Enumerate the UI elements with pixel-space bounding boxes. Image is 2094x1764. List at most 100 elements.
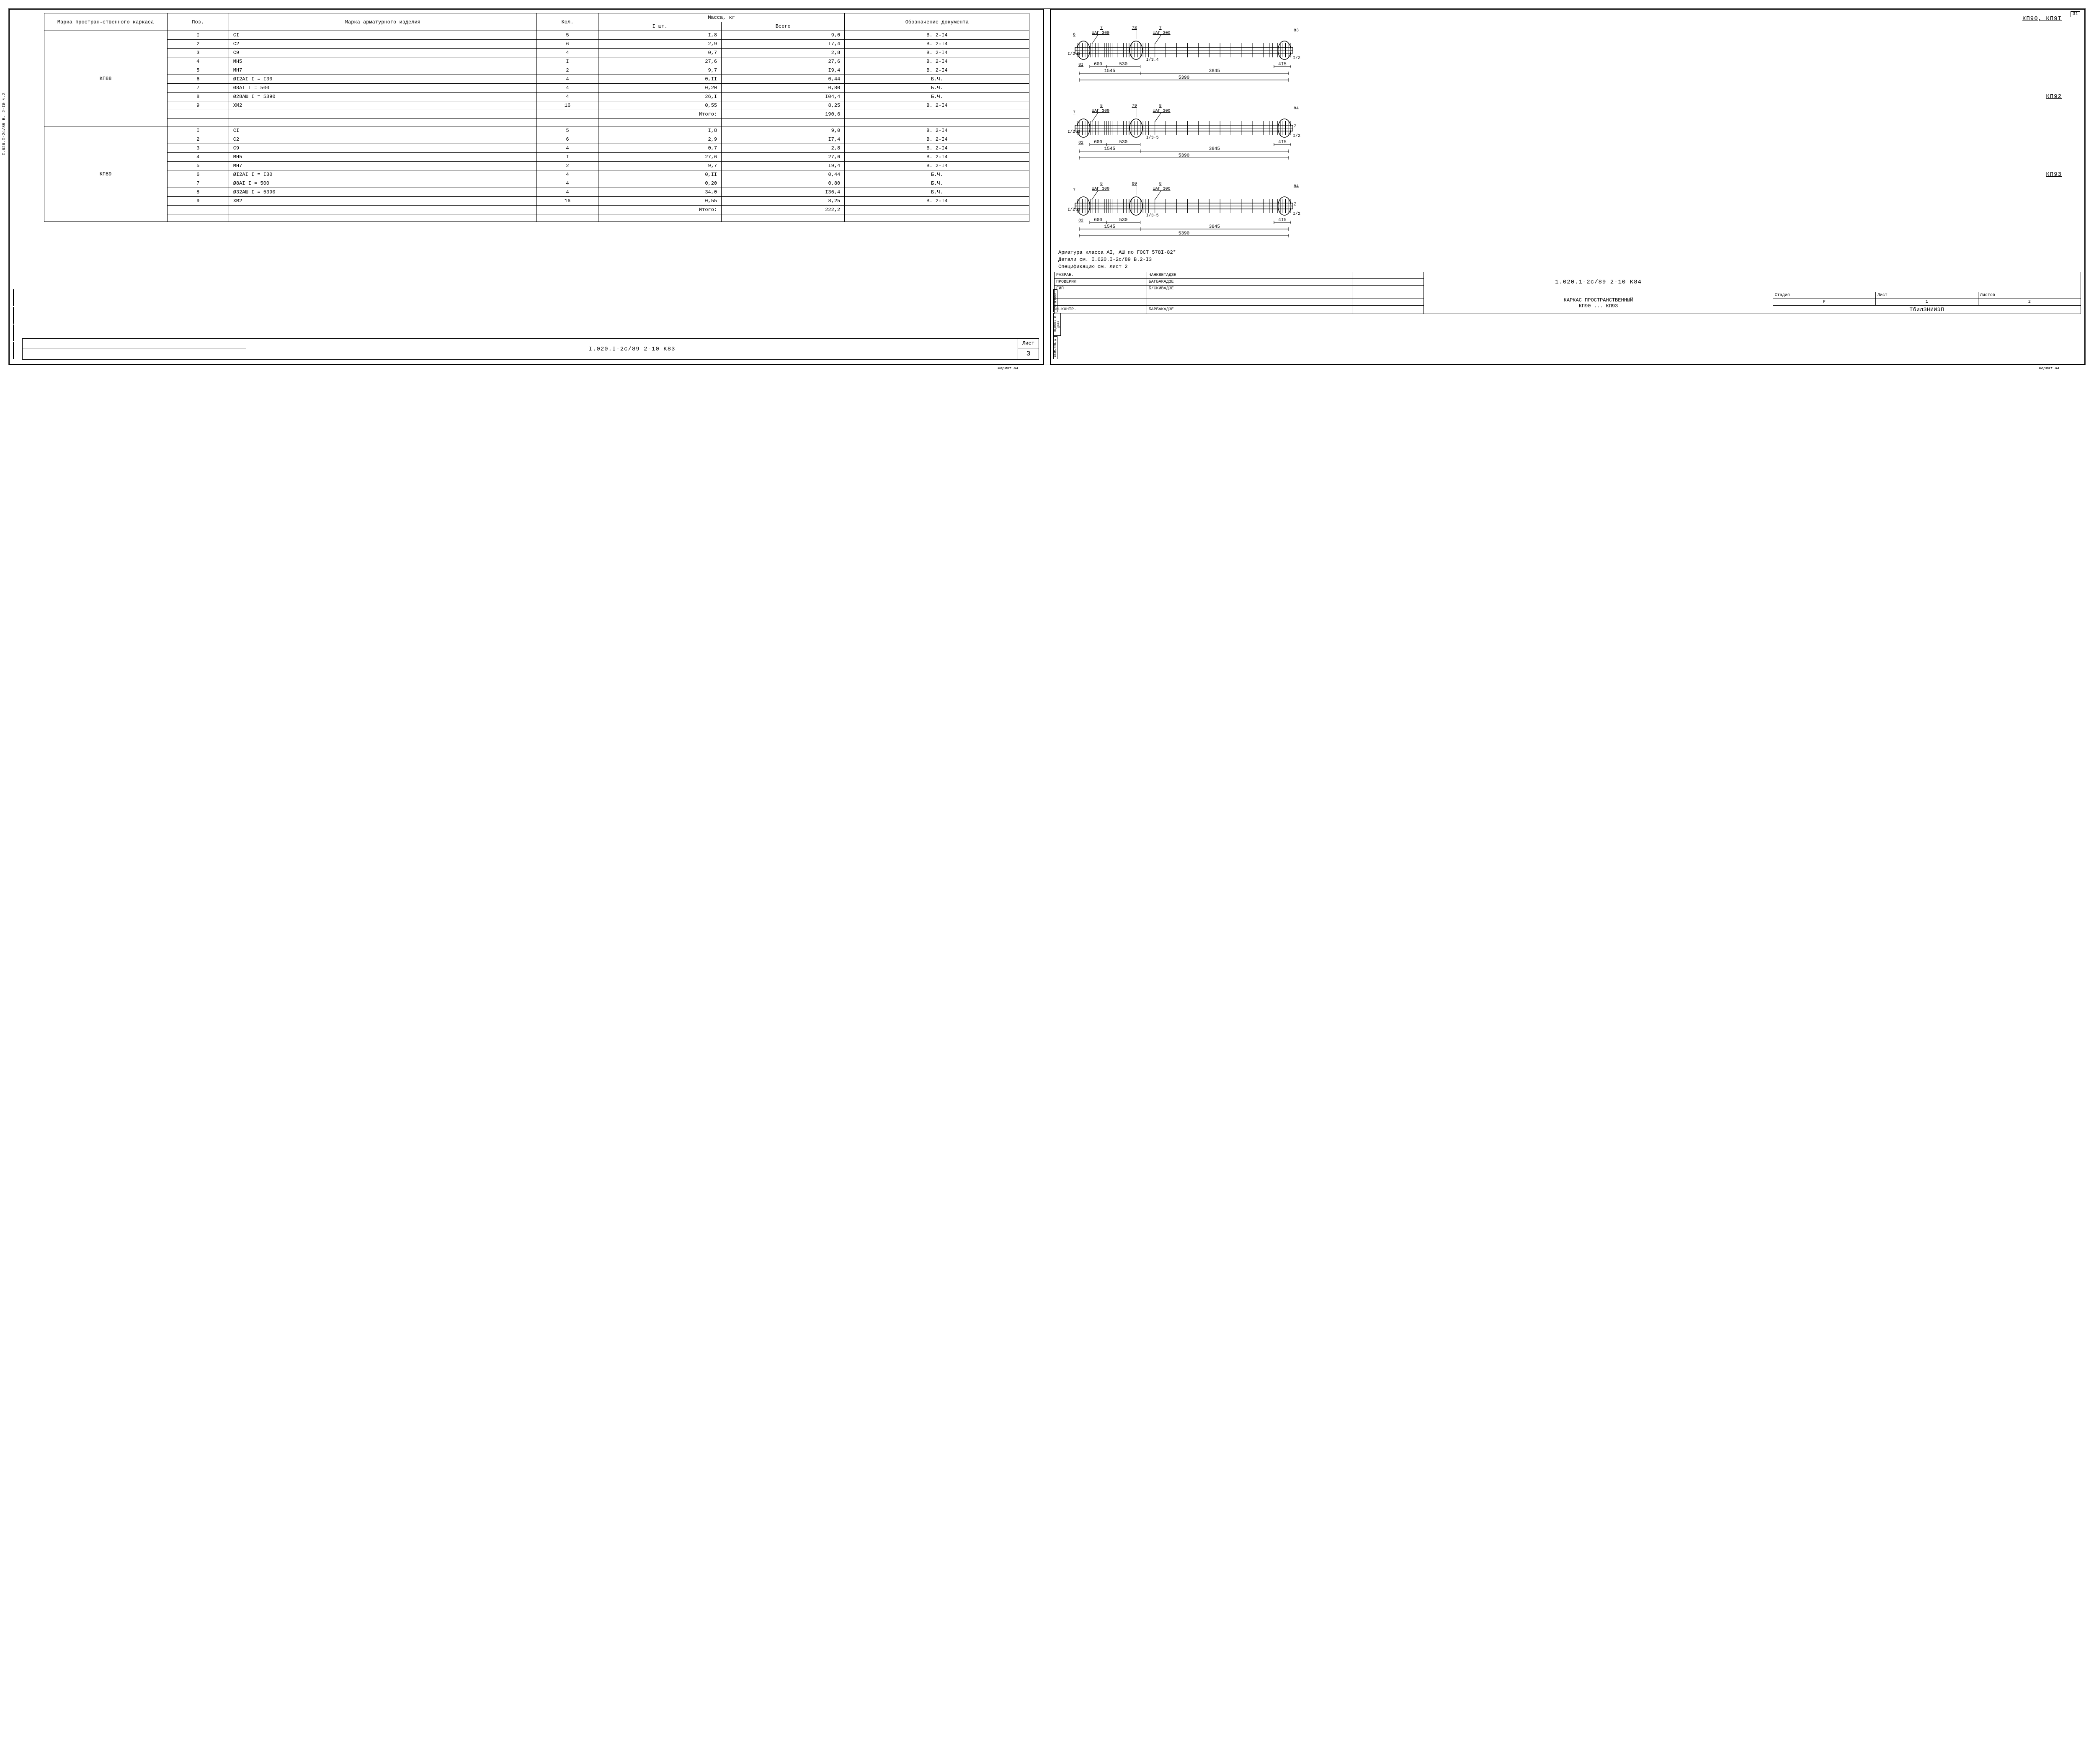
tb-prover-name: БАГБАКАДЗЕ <box>1147 279 1280 286</box>
th-doc: Обозначение документа <box>845 13 1029 31</box>
svg-text:600: 600 <box>1094 62 1102 67</box>
th-mass: Масса, кг <box>598 13 845 22</box>
table-row: КП89IСI5I,89,0В. 2-I4 <box>44 126 1029 135</box>
left-footer: I.020.I-2с/89 2-10 К83 Лист 3 <box>22 338 1039 360</box>
th-mass-all: Всего <box>722 22 845 31</box>
tb-title: КАРКАС ПРОСТРАНСТВЕННЫЙ КП90 ... КП93 <box>1424 292 1773 314</box>
svg-text:6: 6 <box>1073 33 1075 37</box>
diagram: КП90, КП9I7ШАГ 300787ШАГ 300683I/2.5I/3.… <box>1067 15 2079 86</box>
right-format-note: Формат А4 <box>2039 366 2068 371</box>
table-row: 6ØI2АI I = I3040,II0,44Б.Ч. <box>44 75 1029 84</box>
tb-stage: Р <box>1773 299 1875 306</box>
svg-text:1545: 1545 <box>1104 69 1115 74</box>
svg-text:7: 7 <box>1100 26 1103 31</box>
svg-text:7: 7 <box>1294 202 1296 207</box>
svg-text:ШАГ 300: ШАГ 300 <box>1153 109 1171 113</box>
table-row: 3С940,72,8В. 2-I4 <box>44 144 1029 153</box>
left-page: I.020.I-2с/89 В. 2-I0 ч.2 Марка простран… <box>9 9 1044 365</box>
tb-org: ТбилЗНИИЭП <box>1773 306 2081 314</box>
tb-sheets-h: Листов <box>1978 292 2081 299</box>
svg-text:7: 7 <box>1073 188 1075 193</box>
diagram-title: КП92 <box>1067 93 2062 100</box>
svg-text:8: 8 <box>1159 104 1162 108</box>
svg-text:82: 82 <box>1078 219 1083 223</box>
tb-sheet: 1 <box>1875 299 1978 306</box>
svg-text:530: 530 <box>1119 218 1127 223</box>
page-spread: I.020.I-2с/89 В. 2-I0 ч.2 Марка простран… <box>8 8 2086 365</box>
svg-text:I/2.6: I/2.6 <box>1068 207 1080 212</box>
th-pos: Поз. <box>167 13 229 31</box>
table-row: 9ХМ2160,558,25В. 2-I4 <box>44 197 1029 206</box>
left-stub-boxes <box>13 289 21 360</box>
th-frame-mark: Марка простран-ственного каркаса <box>44 13 167 31</box>
diagram: КП938ШАГ 300808ШАГ 3007847I/2.6I/3·5I/2.… <box>1067 171 2079 242</box>
svg-text:8: 8 <box>1159 182 1162 186</box>
svg-text:5390: 5390 <box>1179 231 1189 236</box>
svg-text:I/3·5: I/3·5 <box>1146 135 1159 140</box>
svg-text:ШАГ 300: ШАГ 300 <box>1092 187 1109 191</box>
table-row: 2С262,9I7,4В. 2-I4 <box>44 135 1029 144</box>
svg-text:600: 600 <box>1094 218 1102 223</box>
svg-text:1545: 1545 <box>1104 224 1115 229</box>
svg-text:84: 84 <box>1294 184 1299 189</box>
table-row: 8Ø28АШ I = 5390426,II04,4Б.Ч. <box>44 93 1029 101</box>
svg-text:8: 8 <box>1100 182 1103 186</box>
page-number: 31 <box>2071 11 2080 17</box>
table-row: 3С940,72,8В. 2-I4 <box>44 49 1029 57</box>
tb-gip-label: ГИП <box>1055 286 1147 292</box>
table-row: 4МН5I27,627,6В. 2-I4 <box>44 153 1029 162</box>
table-row: 5МН729,7I9,4В. 2-I4 <box>44 66 1029 75</box>
svg-text:4I5: 4I5 <box>1278 218 1287 223</box>
svg-text:ШАГ 300: ШАГ 300 <box>1153 31 1171 36</box>
svg-text:1545: 1545 <box>1104 147 1115 152</box>
beam-diagram: 8ШАГ 300798ШАГ 3007847I/2.6I/3·5I/2.682 … <box>1067 101 1301 164</box>
svg-text:ШАГ 300: ШАГ 300 <box>1092 31 1109 36</box>
svg-text:I/2.5: I/2.5 <box>1293 56 1301 61</box>
side-label: I.020.I-2с/89 В. 2-I0 ч.2 <box>2 93 7 155</box>
group-mark: КП89 <box>44 126 167 222</box>
svg-text:3845: 3845 <box>1209 147 1220 152</box>
group-mark: КП88 <box>44 31 167 126</box>
tb-nkontr-label: Н.КОНТР. <box>1055 306 1147 314</box>
tb-razrab-label: РАЗРАБ. <box>1055 272 1147 279</box>
left-sheet-label: Лист <box>1018 339 1039 348</box>
table-row: 8Ø32АШ I = 5390434,0I36,4Б.Ч. <box>44 188 1029 197</box>
tb-razrab-name: ЧАНКВЕТАДЗЕ <box>1147 272 1280 279</box>
diagram-title: КП90, КП9I <box>1067 15 2062 22</box>
svg-text:5390: 5390 <box>1179 153 1189 158</box>
beam-diagram: 8ШАГ 300808ШАГ 3007847I/2.6I/3·5I/2.682 … <box>1067 179 1301 242</box>
drawings-area: КП90, КП9I7ШАГ 300787ШАГ 300683I/2.5I/3.… <box>1054 13 2081 242</box>
table-row: КП88IСI5I,89,0В. 2-I4 <box>44 31 1029 40</box>
svg-text:8I: 8I <box>1078 63 1083 67</box>
table-row: 5МН729,7I9,4В. 2-I4 <box>44 162 1029 170</box>
svg-text:8: 8 <box>1100 104 1103 108</box>
svg-text:I/2.6: I/2.6 <box>1068 129 1080 134</box>
side-stamp: Инв.№подл. Подпись и дата Взам.инв.№ <box>1053 289 1061 360</box>
tb-sheets: 2 <box>1978 299 2081 306</box>
th-item-mark: Марка арматурного изделия <box>229 13 536 31</box>
note-1: Арматура класса АI, АШ по ГОСТ 578I-82* <box>1058 249 2081 256</box>
note-2: Детали см. I.020.I-2с/89 В.2-I3 <box>1058 256 2081 263</box>
note-3: Спецификацию см. лист 2 <box>1058 263 2081 270</box>
spec-table: Марка простран-ственного каркаса Поз. Ма… <box>44 13 1030 222</box>
tb-prover-label: ПРОВЕРИЛ <box>1055 279 1147 286</box>
total-row: Итого:190,6 <box>44 110 1029 119</box>
title-block: РАЗРАБ. ЧАНКВЕТАДЗЕ 1.020.1-2с/89 2-10 К… <box>1054 272 2081 314</box>
table-row: 7Ø8АI I = 50040,200,80Б.Ч. <box>44 84 1029 93</box>
svg-text:83: 83 <box>1294 28 1299 33</box>
diagram: КП928ШАГ 300798ШАГ 3007847I/2.6I/3·5I/2.… <box>1067 93 2079 164</box>
svg-text:82: 82 <box>1078 141 1083 145</box>
diagram-title: КП93 <box>1067 171 2062 178</box>
tb-nkontr-name: БАРБАКАДЗЕ <box>1147 306 1280 314</box>
svg-text:7: 7 <box>1294 124 1296 129</box>
table-row: 4МН5I27,627,6В. 2-I4 <box>44 57 1029 66</box>
table-row: 9ХМ2160,558,25В. 2-I4 <box>44 101 1029 110</box>
svg-text:ШАГ 300: ШАГ 300 <box>1153 187 1171 191</box>
svg-text:530: 530 <box>1119 62 1127 67</box>
svg-text:530: 530 <box>1119 140 1127 145</box>
svg-text:600: 600 <box>1094 140 1102 145</box>
svg-text:ШАГ 300: ШАГ 300 <box>1092 109 1109 113</box>
svg-text:84: 84 <box>1294 106 1299 111</box>
tb-gip-name: Б/СКИВАДЗЕ <box>1147 286 1280 292</box>
svg-text:7: 7 <box>1073 111 1075 115</box>
